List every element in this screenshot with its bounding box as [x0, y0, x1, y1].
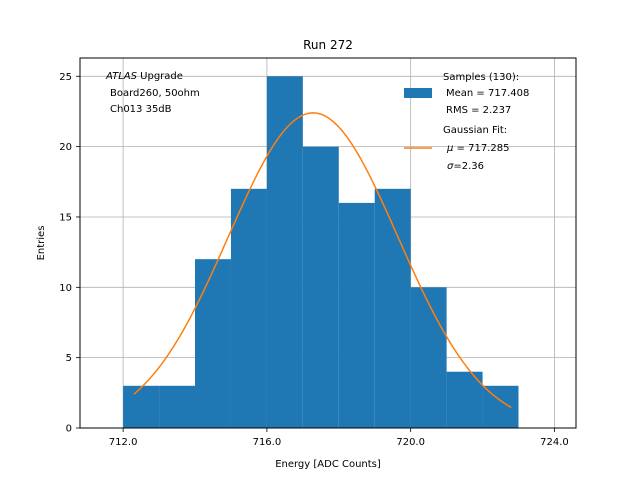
- x-tick-label: 724.0: [540, 437, 569, 448]
- annotation-upgrade: Upgrade: [137, 71, 183, 82]
- legend-fit-sigma-value: =2.36: [453, 161, 484, 172]
- y-tick-label: 25: [59, 72, 72, 83]
- histogram-bar: [266, 76, 303, 428]
- histogram-bar: [482, 385, 519, 428]
- chart-title: Run 272: [303, 38, 353, 52]
- legend-fit-mu: μ = 717.285: [446, 143, 509, 154]
- x-tick-label: 716.0: [253, 437, 282, 448]
- histogram-bar: [374, 188, 411, 428]
- legend-histogram-mean: Mean = 717.408: [446, 88, 529, 99]
- legend-histogram-swatch: [404, 88, 432, 98]
- histogram-bar: [195, 259, 231, 428]
- legend-fit-mu-value: = 717.285: [453, 143, 509, 154]
- annotation-line-3: Ch013 35dB: [110, 104, 172, 115]
- histogram-bar: [338, 202, 375, 428]
- plot-frame: [79, 57, 577, 429]
- legend-fit-mu-symbol: μ: [446, 143, 453, 154]
- histogram-bar: [159, 385, 196, 428]
- legend-histogram-rms: RMS = 2.237: [446, 105, 511, 116]
- x-tick-label: 712.0: [109, 437, 138, 448]
- histogram-bars: [123, 76, 519, 429]
- legend-fit-sigma-symbol: σ: [447, 161, 454, 172]
- legend-fit-label: Gaussian Fit:: [443, 125, 507, 136]
- histogram-bar: [446, 371, 483, 428]
- annotation-atlas: ATLAS: [105, 71, 138, 82]
- annotation-line-2: Board260, 50ohm: [110, 88, 200, 99]
- y-tick-label: 15: [59, 212, 72, 223]
- y-tick-label: 10: [59, 283, 72, 294]
- y-axis-label: Entries: [36, 226, 47, 261]
- annotation-line-1: ATLAS Upgrade: [105, 71, 183, 82]
- histogram-bar: [410, 287, 447, 428]
- axis-ticks: 712.0 716.0 720.0 724.0 0 5 10 15 20 25: [59, 72, 568, 448]
- histogram-bar: [123, 385, 160, 428]
- histogram-bar: [302, 146, 339, 429]
- x-tick-label: 720.0: [396, 437, 425, 448]
- y-tick-label: 0: [66, 424, 72, 435]
- y-tick-label: 5: [66, 353, 72, 364]
- gaussian-fit: [133, 112, 512, 409]
- legend: Samples (130): Mean = 717.408 RMS = 2.23…: [404, 72, 529, 172]
- histogram-bar: [230, 188, 267, 428]
- atlas-annotation: ATLAS Upgrade Board260, 50ohm Ch013 35dB: [105, 71, 200, 115]
- x-axis-label: Energy [ADC Counts]: [275, 459, 381, 470]
- legend-histogram-label: Samples (130):: [443, 72, 519, 83]
- fit-curve: [133, 112, 512, 409]
- y-tick-label: 20: [59, 142, 72, 153]
- legend-fit-sigma: σ=2.36: [447, 161, 484, 172]
